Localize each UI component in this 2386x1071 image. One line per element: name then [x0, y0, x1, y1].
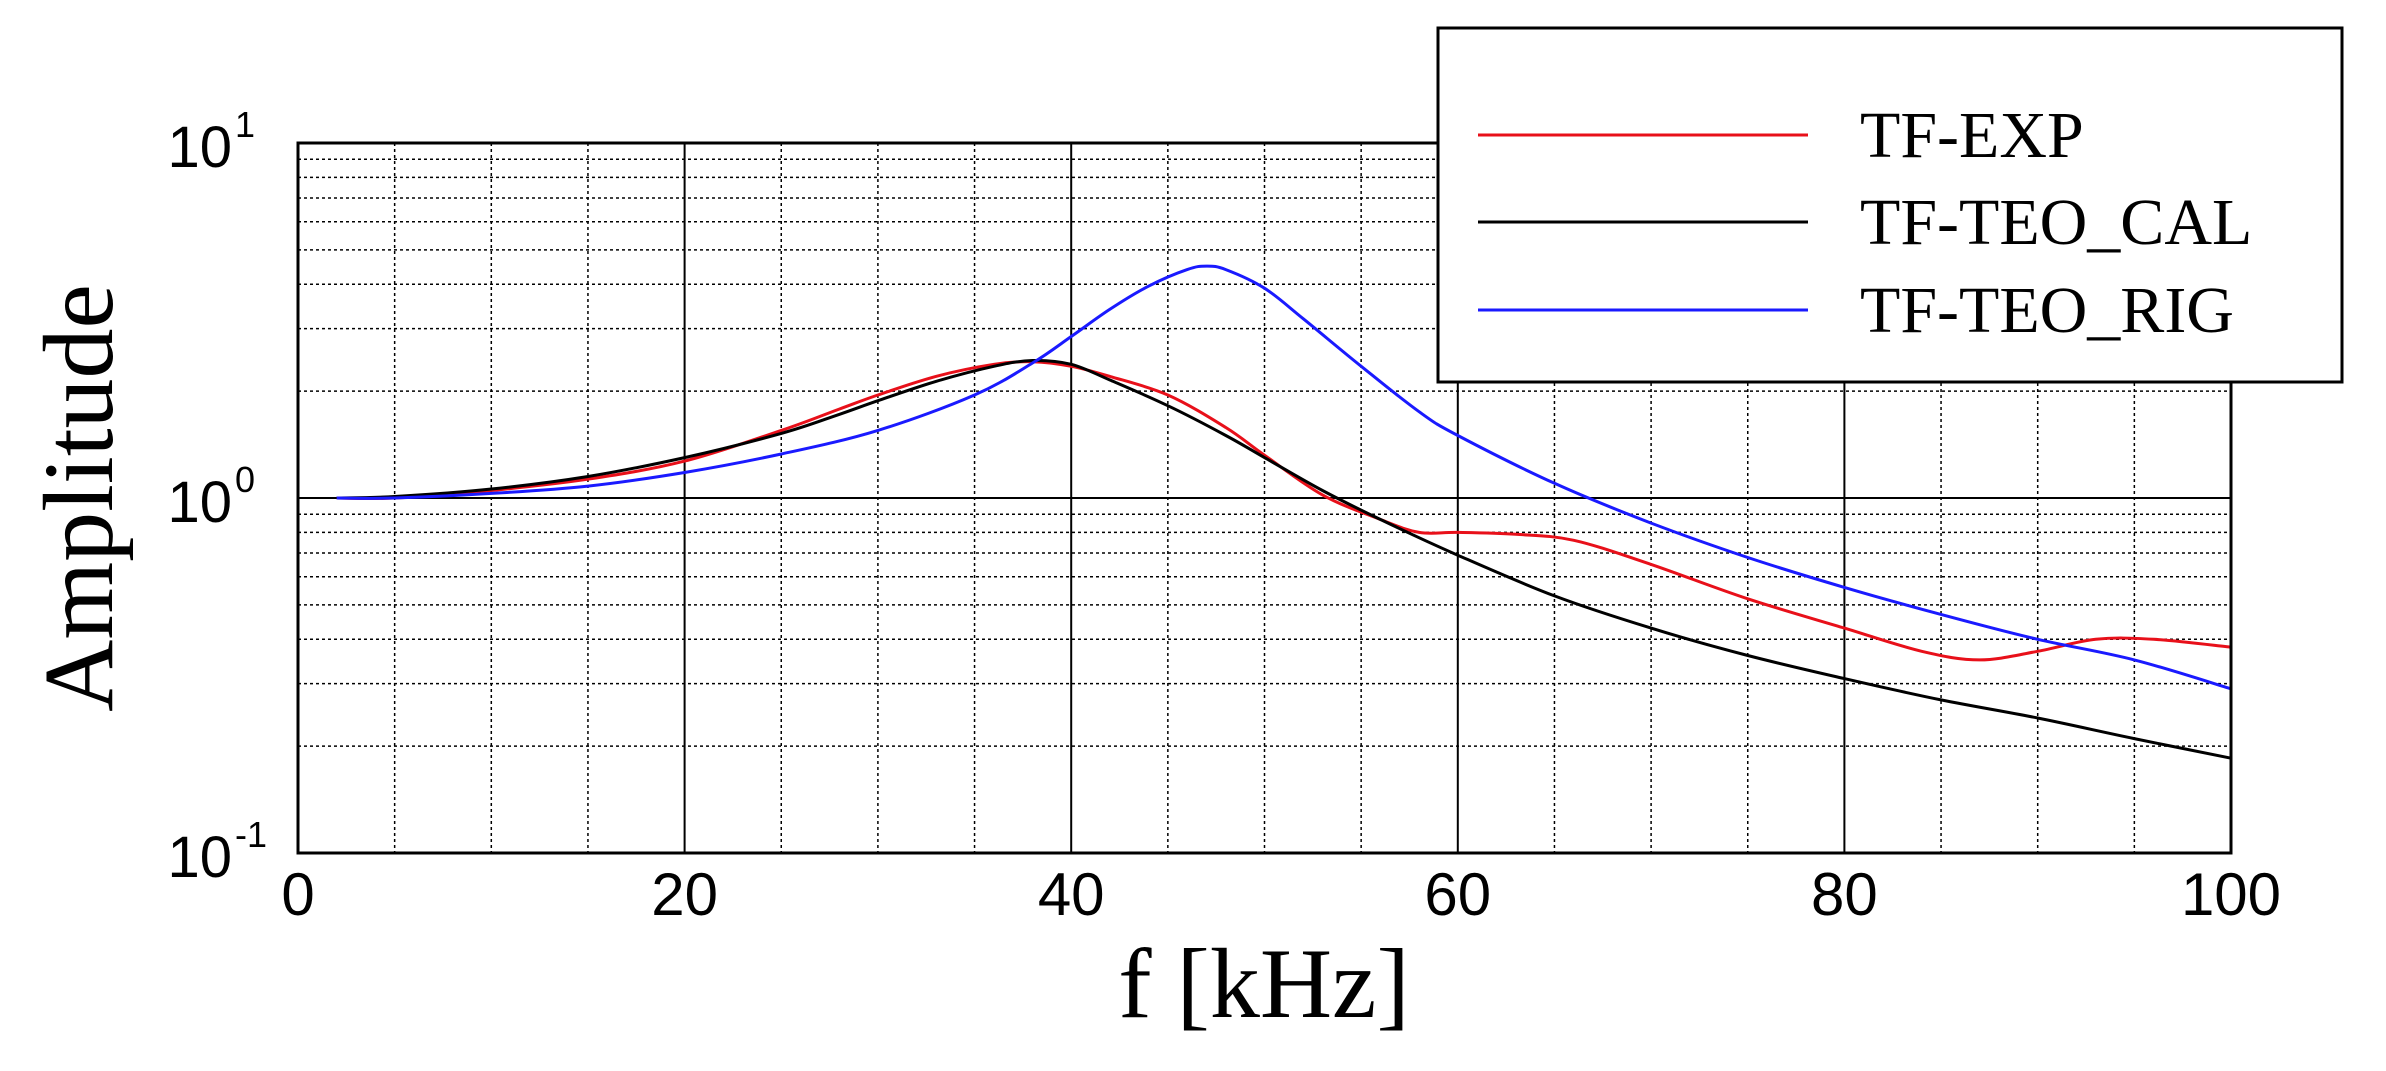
y-tick-label: 10 1 — [167, 104, 255, 180]
legend-label: TF-TEO_RIG — [1860, 274, 2234, 347]
x-tick-label: 60 — [1424, 861, 1491, 928]
x-axis-label: f [kHz] — [1118, 928, 1410, 1039]
y-axis-label: Amplitude — [23, 284, 134, 712]
x-tick-label: 40 — [1038, 861, 1105, 928]
x-tick-label: 80 — [1811, 861, 1878, 928]
svg-text:10: 10 — [167, 470, 232, 535]
legend-item: TF-TEO_CAL — [1478, 186, 2252, 259]
legend: TF-EXP TF-TEO_CAL TF-TEO_RIG — [1436, 26, 2344, 384]
x-tick-label: 20 — [651, 861, 718, 928]
x-tick-label: 100 — [2181, 861, 2281, 928]
legend-label: TF-TEO_CAL — [1860, 186, 2252, 259]
svg-text:-1: -1 — [235, 814, 267, 855]
svg-text:10: 10 — [167, 115, 232, 180]
series-line-tf-teo-cal — [336, 358, 2232, 760]
series-line-tf-teo-rig — [336, 264, 2232, 691]
svg-text:10: 10 — [167, 825, 232, 890]
series-lines — [336, 264, 2232, 760]
x-tick-labels: 0 20 40 60 80 100 — [281, 861, 2281, 928]
legend-label: TF-EXP — [1860, 99, 2084, 172]
svg-text:1: 1 — [235, 104, 255, 145]
y-tick-label: 10 0 — [167, 459, 255, 535]
x-tick-label: 0 — [281, 861, 314, 928]
y-tick-label: 10 -1 — [167, 814, 267, 890]
legend-item: TF-EXP — [1478, 99, 2084, 172]
svg-text:0: 0 — [235, 459, 255, 500]
legend-box — [1436, 26, 2344, 384]
plot-frame — [296, 141, 2233, 855]
legend-item: TF-TEO_RIG — [1478, 274, 2234, 347]
